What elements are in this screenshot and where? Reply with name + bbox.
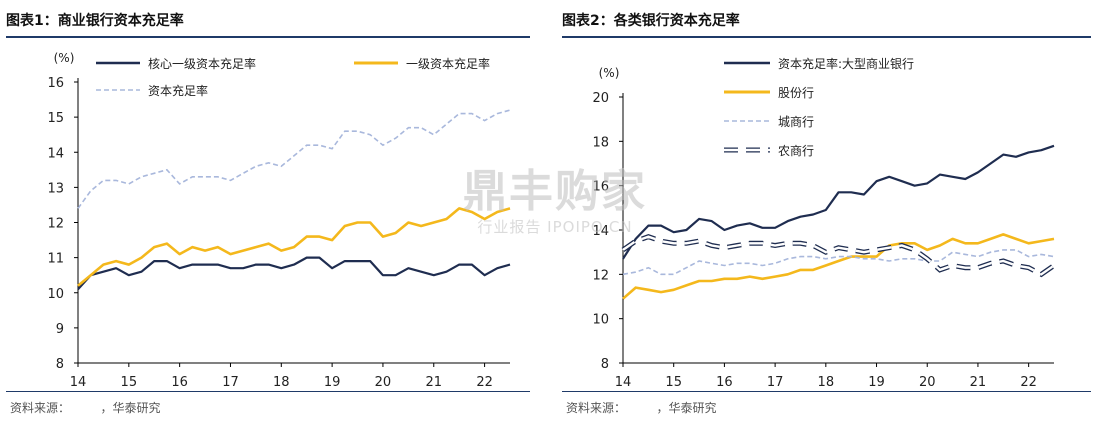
- x-tick-label: 17: [767, 375, 784, 390]
- title-rule: [562, 36, 1091, 38]
- bottom-rule: [562, 391, 1091, 392]
- figure-title: 图表2：各类银行资本充足率: [562, 13, 740, 29]
- x-tick-label: 16: [716, 375, 733, 390]
- chart-panel-right: 图表2：各类银行资本充足率 8 10 12 14 16 18 20 (%) 14 15 16 17 18…: [556, 0, 1097, 423]
- chart-panel-left: 图表1：商业银行资本充足率 8 9 10 11 12 13 14 15 16 (%) 14 15 16 1…: [0, 0, 536, 423]
- x-tick-label: 20: [919, 375, 936, 390]
- x-tick-label: 18: [818, 375, 835, 390]
- y-tick-label: 9: [56, 322, 64, 337]
- x-tick-label: 20: [375, 375, 392, 390]
- legend-label: 农商行: [778, 143, 814, 158]
- legend-label: 资本充足率:大型商业银行: [778, 56, 914, 71]
- series-line-3: [77, 109, 511, 209]
- y-tick-label: 12: [592, 268, 609, 283]
- series-line-2: [77, 207, 511, 287]
- source-note: 资料来源： ，华泰研究: [566, 401, 717, 415]
- legend-label: 股份行: [778, 86, 814, 100]
- y-tick-label: 14: [47, 146, 64, 161]
- y-tick-label: 13: [47, 181, 64, 196]
- series-line-2: [622, 233, 1055, 300]
- legend-label: 城商行: [778, 114, 814, 129]
- y-tick-label: 20: [592, 91, 609, 106]
- y-unit-label: (%): [54, 51, 75, 65]
- legend-label: 一级资本充足率: [406, 56, 490, 71]
- x-tick-label: 14: [615, 375, 632, 390]
- y-tick-label: 16: [592, 180, 609, 195]
- y-tick-label: 10: [47, 287, 64, 302]
- x-tick-label: 16: [171, 375, 188, 390]
- x-tick-label: 15: [665, 375, 682, 390]
- y-tick-label: 18: [592, 135, 609, 150]
- series-line-1: [77, 256, 511, 290]
- x-tick-label: 17: [222, 375, 239, 390]
- y-tick-label: 8: [601, 357, 609, 372]
- y-tick-label: 15: [47, 111, 64, 126]
- figure-title: 图表1：商业银行资本充足率: [6, 13, 184, 29]
- chart-2-bank-types-capital-adequacy: 8 10 12 14 16 18 20 (%) 14 15 16 17 18 19 20 21 22 资本充足率:…: [592, 56, 1056, 390]
- y-tick-label: 11: [47, 252, 64, 267]
- x-tick-label: 21: [425, 375, 442, 390]
- chart-1-capital-adequacy: 8 9 10 11 12 13 14 15 16 (%) 14 15 16 17 18 19 20 21 22 核心一…: [47, 51, 511, 390]
- x-tick-label: 14: [70, 375, 87, 390]
- x-tick-label: 18: [273, 375, 290, 390]
- legend-label: 核心一级资本充足率: [148, 56, 256, 71]
- y-tick-label: 16: [47, 76, 64, 91]
- source-note: 资料来源： ，华泰研究: [10, 401, 161, 415]
- y-tick-label: 8: [56, 357, 64, 372]
- legend-label: 资本充足率: [148, 83, 208, 98]
- y-unit-label: (%): [599, 66, 620, 80]
- bottom-rule: [6, 391, 530, 392]
- series-line-4-inner: [622, 235, 1055, 276]
- x-tick-label: 22: [1020, 375, 1037, 390]
- title-rule: [6, 36, 530, 38]
- x-tick-label: 19: [324, 375, 341, 390]
- x-tick-label: 22: [476, 375, 493, 390]
- series-line-1: [622, 144, 1055, 260]
- x-tick-label: 15: [121, 375, 138, 390]
- series-line-3: [622, 249, 1055, 276]
- x-tick-label: 19: [868, 375, 885, 390]
- y-tick-label: 10: [592, 313, 609, 328]
- y-tick-label: 12: [47, 217, 64, 232]
- x-tick-label: 21: [970, 375, 987, 390]
- y-tick-label: 14: [592, 224, 609, 239]
